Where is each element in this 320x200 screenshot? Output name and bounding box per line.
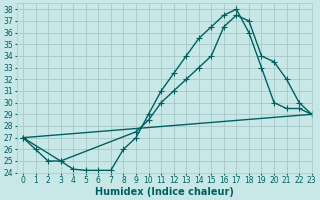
X-axis label: Humidex (Indice chaleur): Humidex (Indice chaleur)	[95, 187, 234, 197]
